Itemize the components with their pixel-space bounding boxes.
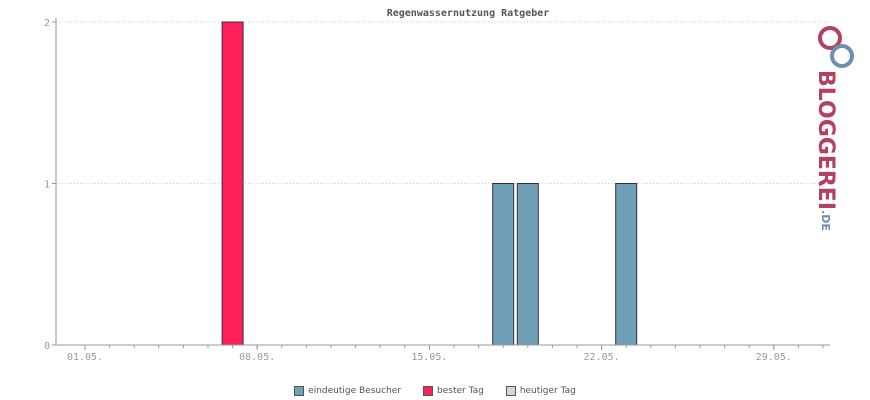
- bloggerei-logo-icon: [818, 26, 854, 68]
- grid: [56, 21, 830, 184]
- y-tick-label: 0: [44, 341, 50, 352]
- ticks: 0 1 2 01.05. 08.05. 15.05. 22.05. 29.05.: [44, 18, 792, 363]
- bar: [492, 183, 515, 346]
- x-tick-label: 08.05.: [239, 352, 275, 363]
- bar: [221, 21, 244, 346]
- axes: [52, 18, 830, 350]
- brand-tld: .DE: [819, 210, 832, 231]
- legend-label: bester Tag: [437, 386, 484, 396]
- brand-name: BLOGGEREI: [813, 70, 838, 211]
- bar: [516, 183, 539, 346]
- brand-logo-text: BLOGGEREI.DE: [812, 70, 838, 231]
- legend-item-besucher: eindeutige Besucher: [294, 386, 401, 396]
- bar: [615, 183, 638, 346]
- y-tick-label: 2: [44, 18, 50, 29]
- x-tick-label: 22.05.: [584, 352, 620, 363]
- legend-swatch: [423, 386, 433, 396]
- x-tick-label: 15.05.: [411, 352, 447, 363]
- x-tick-label: 01.05.: [67, 352, 103, 363]
- chart-title: Regenwassernutzung Ratgeber: [387, 8, 550, 19]
- y-tick-label: 1: [44, 180, 50, 191]
- legend-item-bester-tag: bester Tag: [423, 386, 484, 396]
- legend-label: heutiger Tag: [519, 386, 576, 396]
- legend-swatch: [294, 386, 305, 396]
- x-tick-label: 29.05.: [756, 352, 792, 363]
- legend: eindeutige Besucher bester Tag heutiger …: [0, 386, 870, 396]
- legend-swatch: [505, 386, 516, 396]
- legend-label: eindeutige Besucher: [308, 386, 401, 396]
- legend-item-heutiger-tag: heutiger Tag: [505, 386, 576, 396]
